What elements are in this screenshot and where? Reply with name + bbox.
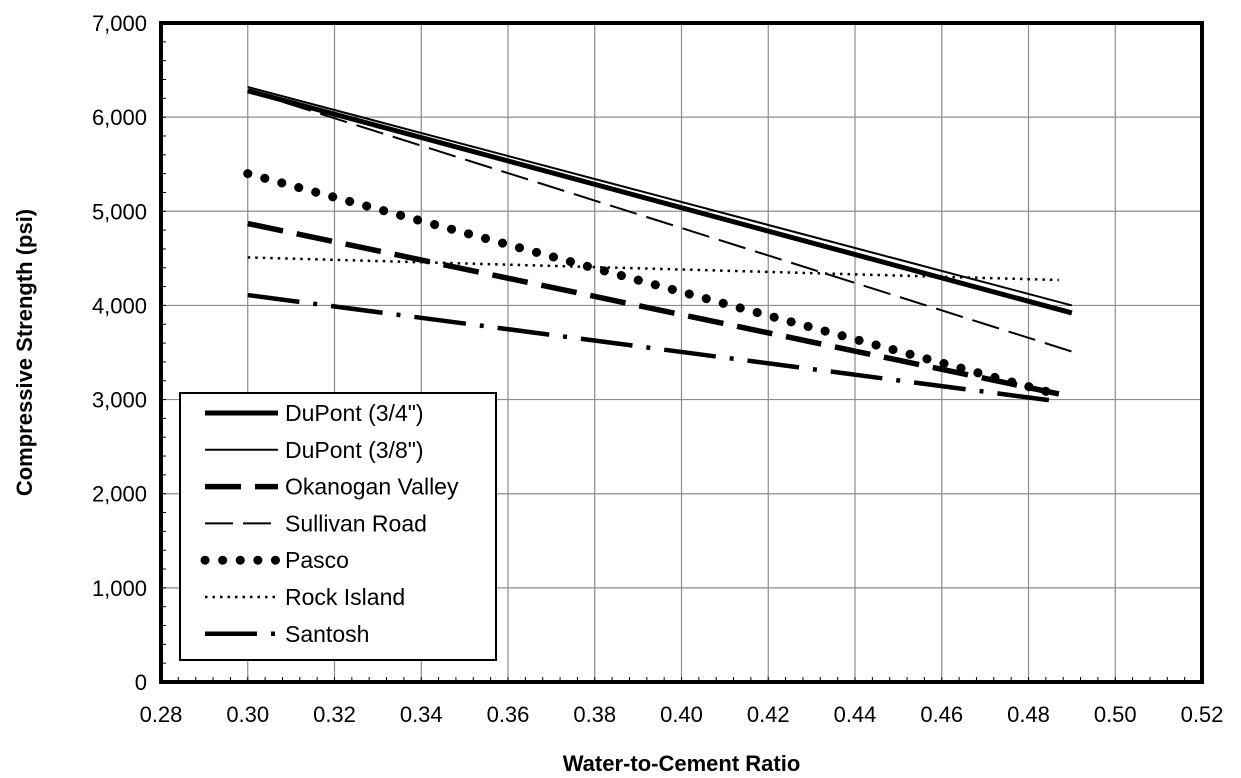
y-tick-label: 1,000 bbox=[92, 576, 147, 601]
x-tick-label: 0.36 bbox=[487, 702, 530, 727]
y-tick-label: 3,000 bbox=[92, 388, 147, 413]
series-line-5 bbox=[243, 169, 1064, 400]
legend-label: Rock Island bbox=[285, 584, 405, 610]
x-tick-label: 0.48 bbox=[1007, 702, 1050, 727]
x-tick-label: 0.50 bbox=[1094, 702, 1137, 727]
legend-label: Okanogan Valley bbox=[285, 474, 459, 500]
legend: DuPont (3/4") DuPont (3/8") Okanogan Valle… bbox=[179, 392, 497, 661]
legend-label: Santosh bbox=[285, 621, 369, 647]
series-line-4 bbox=[247, 89, 1073, 353]
series-layer bbox=[243, 86, 1073, 404]
x-tick-label: 0.52 bbox=[1181, 702, 1224, 727]
x-tick-label: 0.34 bbox=[400, 702, 443, 727]
series-line-1 bbox=[247, 88, 1073, 316]
legend-label: DuPont (3/8") bbox=[285, 437, 424, 463]
legend-label: Pasco bbox=[285, 547, 349, 573]
y-tick-label: 2,000 bbox=[92, 482, 147, 507]
legend-label: Sullivan Road bbox=[285, 510, 427, 536]
y-tick-label: 4,000 bbox=[92, 293, 147, 318]
y-tick-label: 7,000 bbox=[92, 11, 147, 36]
legend-label: DuPont (3/4") bbox=[285, 400, 424, 426]
x-axis-title: Water-to-Cement Ratio bbox=[563, 751, 801, 776]
x-tick-label: 0.40 bbox=[660, 702, 703, 727]
x-tick-labels: 0.28 0.30 0.32 0.34 0.36 0.38 0.40 0.42 0.44 0.46… bbox=[140, 702, 1224, 727]
legend-box bbox=[179, 392, 497, 661]
y-tick-label: 5,000 bbox=[92, 199, 147, 224]
x-tick-label: 0.32 bbox=[313, 702, 356, 727]
y-tick-label: 6,000 bbox=[92, 105, 147, 130]
series-line-2 bbox=[247, 86, 1073, 307]
series-line-7 bbox=[247, 292, 1060, 404]
x-tick-label: 0.42 bbox=[747, 702, 790, 727]
x-tick-label: 0.30 bbox=[226, 702, 269, 727]
x-tick-label: 0.44 bbox=[834, 702, 877, 727]
y-tick-labels: 0 1,000 2,000 3,000 4,000 5,000 6,000 7,000 bbox=[92, 11, 147, 695]
series-line-3 bbox=[247, 220, 1060, 397]
x-tick-label: 0.46 bbox=[920, 702, 963, 727]
x-tick-label: 0.38 bbox=[573, 702, 616, 727]
series-line-6 bbox=[247, 256, 1059, 282]
y-axis-title: Compressive Strength (psi) bbox=[12, 209, 37, 496]
y-tick-label: 0 bbox=[135, 670, 147, 695]
x-tick-label: 0.28 bbox=[140, 702, 183, 727]
